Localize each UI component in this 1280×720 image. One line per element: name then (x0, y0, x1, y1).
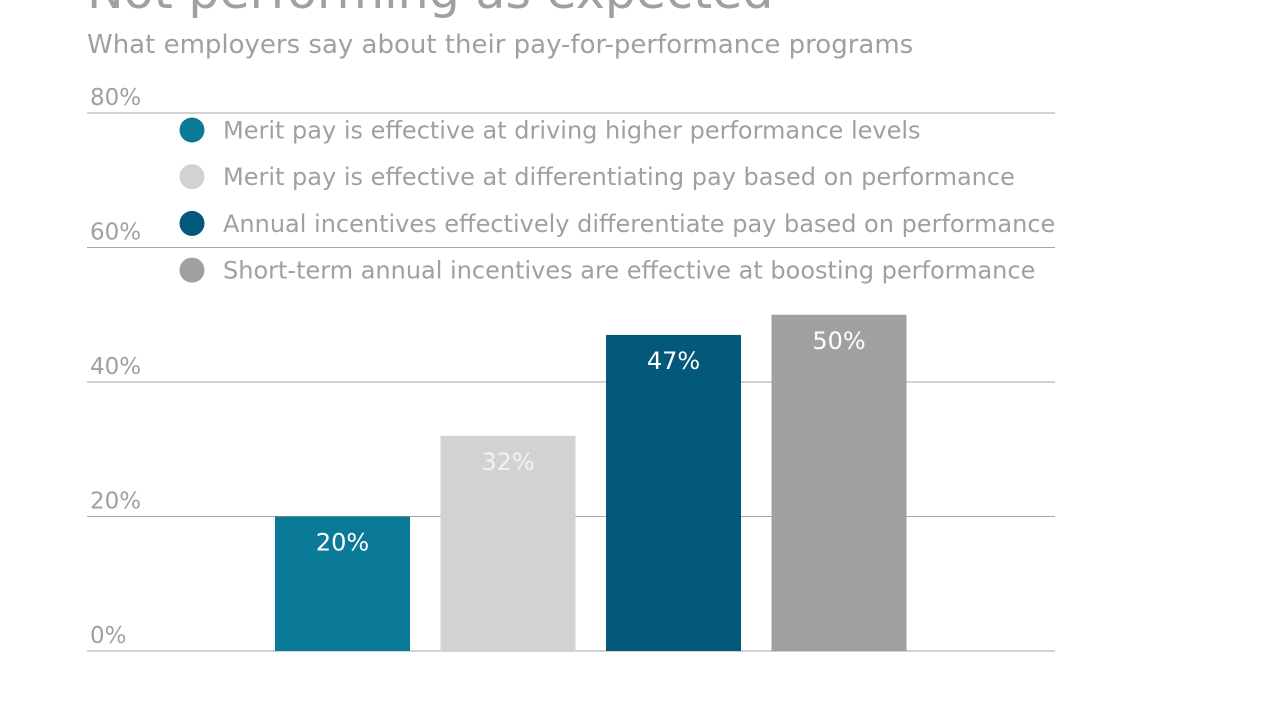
chart-subtitle: What employers say about their pay-for-p… (87, 30, 913, 60)
y-tick-label: 40% (90, 354, 141, 380)
legend-label: Merit pay is effective at driving higher… (223, 117, 921, 145)
legend-label: Annual incentives effectively differenti… (223, 210, 1055, 238)
chart-title: Not performing as expected (87, 0, 773, 20)
bar (275, 516, 410, 651)
y-tick-label: 60% (90, 220, 141, 246)
bar (606, 334, 741, 651)
legend-label: Merit pay is effective at differentiatin… (223, 163, 1015, 191)
legend-label: Short-term annual incentives are effecti… (223, 257, 1035, 285)
data-label: 20% (316, 529, 369, 557)
y-tick-label: 80% (90, 85, 141, 111)
y-tick-label: 20% (90, 489, 141, 515)
data-label: 47% (647, 347, 700, 375)
legend-marker (179, 164, 205, 190)
bar (440, 435, 576, 651)
legend-marker (179, 257, 205, 283)
data-label: 32% (481, 448, 534, 476)
legend-marker (179, 117, 205, 143)
y-tick-label: 0% (90, 623, 127, 649)
legend-marker (179, 210, 205, 236)
data-label: 50% (812, 327, 865, 355)
bar (771, 314, 907, 651)
